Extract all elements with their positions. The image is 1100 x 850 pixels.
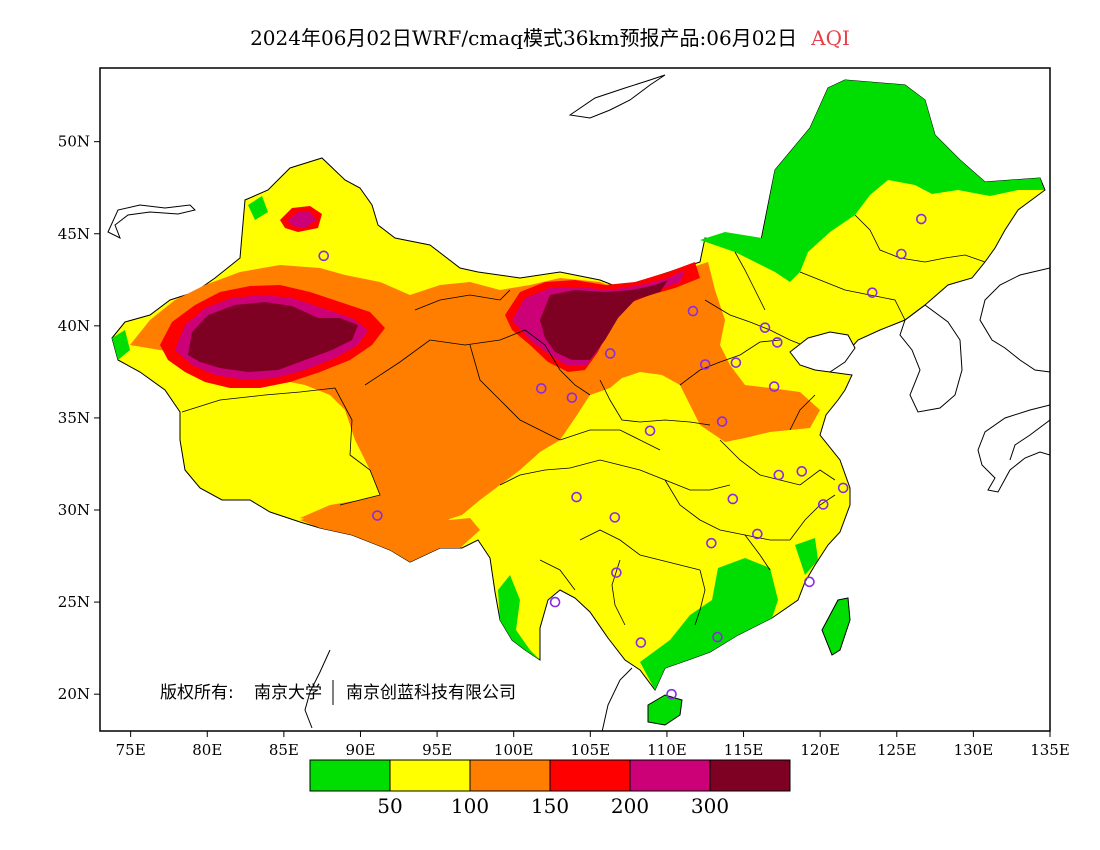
station-marker: [768, 381, 780, 392]
station-marker: [635, 637, 647, 648]
province-borders: [181, 214, 986, 626]
map-fields: [107, 74, 1050, 731]
station-marker: [752, 528, 763, 540]
station-marker: [571, 491, 582, 503]
station-marker: [644, 425, 656, 437]
station-marker: [727, 493, 739, 505]
station-marker: [706, 537, 717, 549]
latitude-axis: 20N 25N 30N 35N 40N 45N 50N: [58, 133, 100, 703]
good-zone-south: [640, 558, 778, 690]
good-zone-xinjiang-north: [248, 196, 268, 220]
lat-tick-label: 45N: [58, 225, 90, 243]
station-marker: [609, 512, 621, 523]
aqi-legend: 50 100 150 200 300: [309, 759, 791, 818]
lat-tick-label: 50N: [58, 133, 90, 151]
legend-swatch: [549, 759, 631, 792]
lat-tick-label: 40N: [58, 317, 90, 335]
lat-tick-label: 35N: [58, 409, 90, 427]
title-main: 2024年06月02日WRF/cmaq模式36km预报产品:06月02日: [250, 26, 798, 50]
copyright-org1: 南京大学: [254, 683, 322, 703]
lat-tick-label: 20N: [58, 685, 90, 703]
legend-label: 150: [531, 794, 569, 818]
station-markers: [318, 213, 927, 700]
hazardous-zone-north: [540, 280, 668, 360]
taiwan-island: [821, 597, 851, 656]
hazardous-zone-xinjiang: [188, 302, 358, 372]
good-zone-far-west: [112, 330, 130, 360]
usg-zone-tibet-south: [300, 498, 480, 562]
station-marker: [318, 250, 330, 262]
legend-swatch: [309, 759, 391, 792]
lon-tick-label: 90E: [345, 741, 375, 759]
station-marker: [611, 567, 622, 578]
station-marker: [604, 348, 616, 359]
station-marker: [687, 305, 699, 317]
station-marker: [716, 416, 728, 427]
lon-tick-label: 80E: [192, 741, 222, 759]
copyright-prefix: 版权所有:: [160, 683, 234, 703]
lon-tick-label: 100E: [494, 741, 534, 759]
title-variable: AQI: [811, 26, 850, 50]
longitude-axis: 75E 80E 85E 90E 95E 100E 105E 110E 115E 120E 125E 1…: [116, 731, 1070, 759]
legend-label: 50: [377, 794, 402, 818]
map-frame: [99, 67, 1051, 732]
station-marker: [712, 631, 723, 643]
station-marker: [771, 337, 783, 348]
legend-swatch: [629, 759, 711, 792]
lon-tick-label: 115E: [724, 741, 764, 759]
station-marker: [730, 357, 742, 368]
lon-tick-label: 110E: [647, 741, 687, 759]
lon-tick-label: 120E: [800, 741, 840, 759]
station-marker: [666, 688, 677, 700]
sakhalin-coast: [568, 74, 666, 119]
hotspot-dot: [288, 212, 316, 228]
lat-tick-label: 30N: [58, 501, 90, 519]
station-marker: [817, 499, 829, 510]
indochina-coast: [304, 649, 633, 731]
station-marker: [796, 466, 808, 477]
lon-tick-label: 75E: [116, 741, 146, 759]
lat-tick-label: 25N: [58, 593, 90, 611]
lon-tick-label: 125E: [877, 741, 917, 759]
legend-swatch: [389, 759, 471, 792]
lon-tick-label: 130E: [954, 741, 994, 759]
legend-label: 300: [691, 794, 729, 818]
station-marker: [372, 510, 383, 521]
lon-tick-label: 85E: [269, 741, 299, 759]
chart-title: 2024年06月02日WRF/cmaq模式36km预报产品:06月02日 AQI: [0, 22, 1100, 51]
good-zone-southwest: [498, 575, 540, 660]
hainan-island: [647, 694, 683, 726]
station-marker: [896, 248, 907, 260]
station-marker: [549, 596, 561, 608]
station-marker: [699, 359, 711, 370]
station-marker: [837, 482, 849, 494]
legend-label: 100: [451, 794, 489, 818]
caspian-coast: [107, 204, 196, 240]
lon-tick-label: 135E: [1030, 741, 1070, 759]
station-marker: [773, 469, 785, 481]
legend-label: 200: [611, 794, 649, 818]
station-marker: [915, 213, 927, 225]
station-marker: [566, 392, 578, 403]
bohai-bay: [789, 331, 856, 373]
station-marker: [535, 383, 547, 394]
station-marker: [804, 576, 815, 588]
station-marker: [759, 322, 771, 333]
legend-swatch: [469, 759, 551, 792]
copyright-org2: 南京创蓝科技有限公司: [346, 683, 516, 703]
lon-tick-label: 105E: [571, 741, 611, 759]
korea-peninsula: [899, 304, 963, 413]
station-marker: [866, 287, 878, 298]
good-zone-fujian: [795, 538, 818, 575]
good-zone-northeast: [700, 80, 1044, 282]
japan-islands: [977, 267, 1050, 493]
lon-tick-label: 95E: [422, 741, 452, 759]
legend-swatch: [709, 759, 791, 792]
